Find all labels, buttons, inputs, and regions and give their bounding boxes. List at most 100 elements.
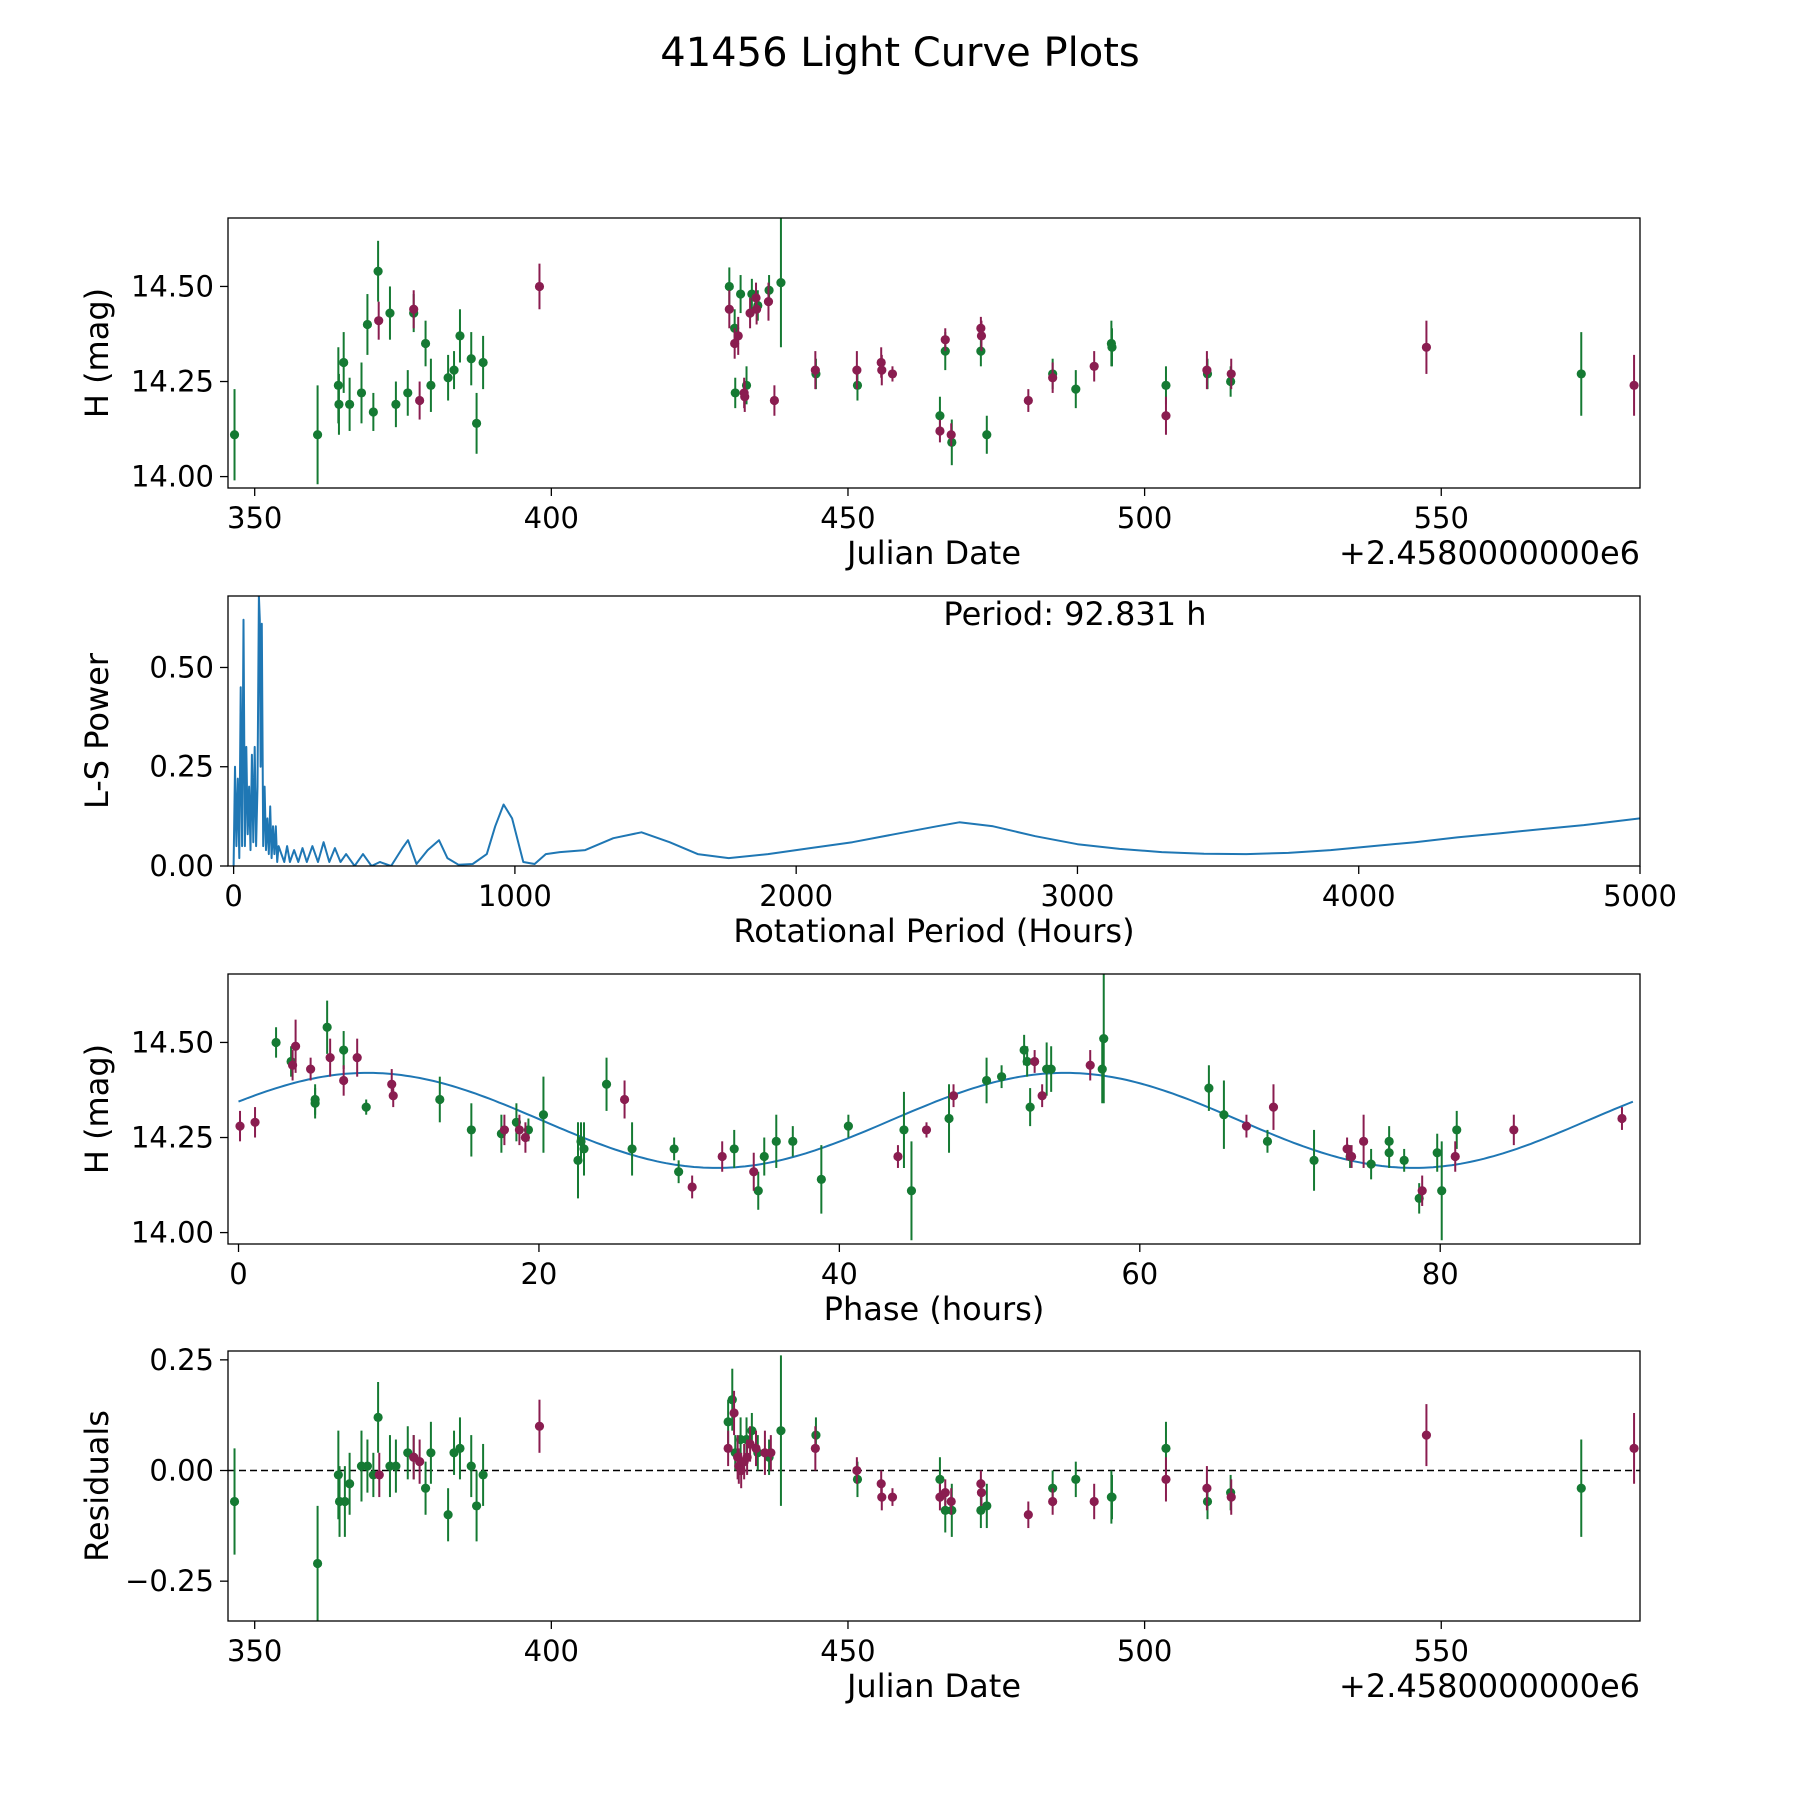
data-point (1509, 1125, 1519, 1135)
data-point (729, 1408, 739, 1418)
data-point (1226, 1492, 1236, 1502)
data-point (1107, 342, 1117, 352)
x-tick-label: 550 (1414, 1634, 1469, 1668)
data-point (1219, 1110, 1229, 1120)
data-point (776, 1426, 786, 1436)
data-point (345, 399, 355, 409)
data-point (420, 338, 431, 349)
data-point (374, 316, 384, 326)
x-tick-label: 0 (224, 879, 242, 913)
series-green (271, 974, 1462, 1241)
data-point (935, 411, 945, 421)
data-point (1161, 1474, 1171, 1484)
data-point (940, 1488, 950, 1498)
data-point (312, 430, 323, 440)
data-point (534, 1421, 545, 1431)
data-point (935, 1474, 945, 1484)
y-axis-label: H (mag) (78, 288, 116, 418)
data-point (1030, 1056, 1040, 1067)
data-point (449, 365, 459, 375)
data-point (1262, 1136, 1273, 1146)
x-tick-label: 450 (820, 1634, 875, 1668)
data-point (415, 1457, 425, 1467)
data-point (290, 1041, 301, 1051)
series-maroon (374, 263, 1639, 447)
data-point (1421, 342, 1432, 352)
y-tick-label: 0.25 (149, 1343, 214, 1377)
panel-lc: 350 400 450 500 550 14.00 14.25 14.50 Julian Dat… (78, 217, 1641, 572)
data-point (1359, 1136, 1369, 1146)
x-axis-label: Julian Date (845, 534, 1021, 572)
data-point (229, 1496, 240, 1507)
data-point (1089, 1496, 1099, 1507)
x-tick-label: 500 (1117, 1634, 1172, 1668)
plot-area (228, 1355, 1640, 1621)
x-tick-label: 500 (1117, 501, 1172, 535)
data-point (982, 430, 992, 440)
data-point (627, 1144, 637, 1154)
data-point (1417, 1186, 1427, 1196)
x-offset-label: +2.4580000000e6 (1339, 534, 1640, 572)
y-axis-label: Residuals (78, 1410, 116, 1562)
data-point (816, 1174, 826, 1184)
y-tick-label: 14.00 (131, 1216, 214, 1250)
data-point (373, 1412, 383, 1422)
data-point (352, 1053, 362, 1063)
data-point (1023, 1510, 1033, 1520)
data-point (843, 1121, 853, 1131)
data-point (788, 1136, 798, 1146)
data-point (717, 1151, 727, 1162)
data-point (852, 1465, 862, 1476)
data-point (1617, 1113, 1627, 1124)
x-tick-label: 4000 (1322, 879, 1396, 913)
data-point (906, 1186, 917, 1196)
data-point (887, 1492, 898, 1502)
data-point (810, 365, 820, 375)
data-point (1161, 1443, 1171, 1453)
data-point (391, 1461, 401, 1471)
data-point (1384, 1136, 1394, 1146)
data-point (1226, 369, 1236, 379)
panel-phase: 0 20 40 60 80 14.00 14.25 14.50 Phase (hours) H (… (78, 973, 1641, 1328)
data-point (443, 373, 453, 383)
data-point (976, 1488, 987, 1498)
data-point (740, 392, 750, 402)
data-point (946, 430, 956, 440)
data-point (385, 308, 395, 318)
data-point (749, 1167, 759, 1177)
x-tick-label: 350 (227, 501, 282, 535)
data-point (1576, 369, 1586, 379)
series-maroon (374, 1390, 1639, 1529)
data-point (729, 1144, 739, 1154)
data-point (362, 319, 373, 330)
periodogram-line (232, 596, 1640, 866)
data-point (893, 1151, 903, 1162)
data-point (727, 1395, 737, 1405)
data-point (466, 1461, 476, 1471)
data-point (946, 1496, 956, 1507)
data-point (1048, 373, 1058, 383)
data-point (1202, 1483, 1212, 1493)
x-tick-label: 450 (820, 501, 875, 535)
data-point (771, 1136, 781, 1146)
axes-frame (227, 973, 1641, 1245)
data-point (1071, 384, 1081, 394)
data-point (312, 1558, 323, 1569)
data-point (1022, 1056, 1032, 1067)
data-point (769, 395, 780, 406)
data-point (391, 399, 401, 409)
data-point (334, 399, 344, 409)
data-point (996, 1072, 1007, 1082)
data-point (514, 1125, 525, 1135)
data-point (724, 281, 734, 292)
x-tick-label: 5000 (1603, 879, 1677, 913)
data-point (322, 1022, 332, 1032)
data-point (940, 1505, 950, 1515)
data-point (420, 1483, 431, 1493)
data-point (733, 1452, 743, 1462)
data-point (339, 1075, 349, 1086)
x-tick-label: 40 (821, 1257, 858, 1291)
data-point (306, 1064, 316, 1074)
data-point (435, 1094, 445, 1105)
data-point (1037, 1091, 1047, 1101)
